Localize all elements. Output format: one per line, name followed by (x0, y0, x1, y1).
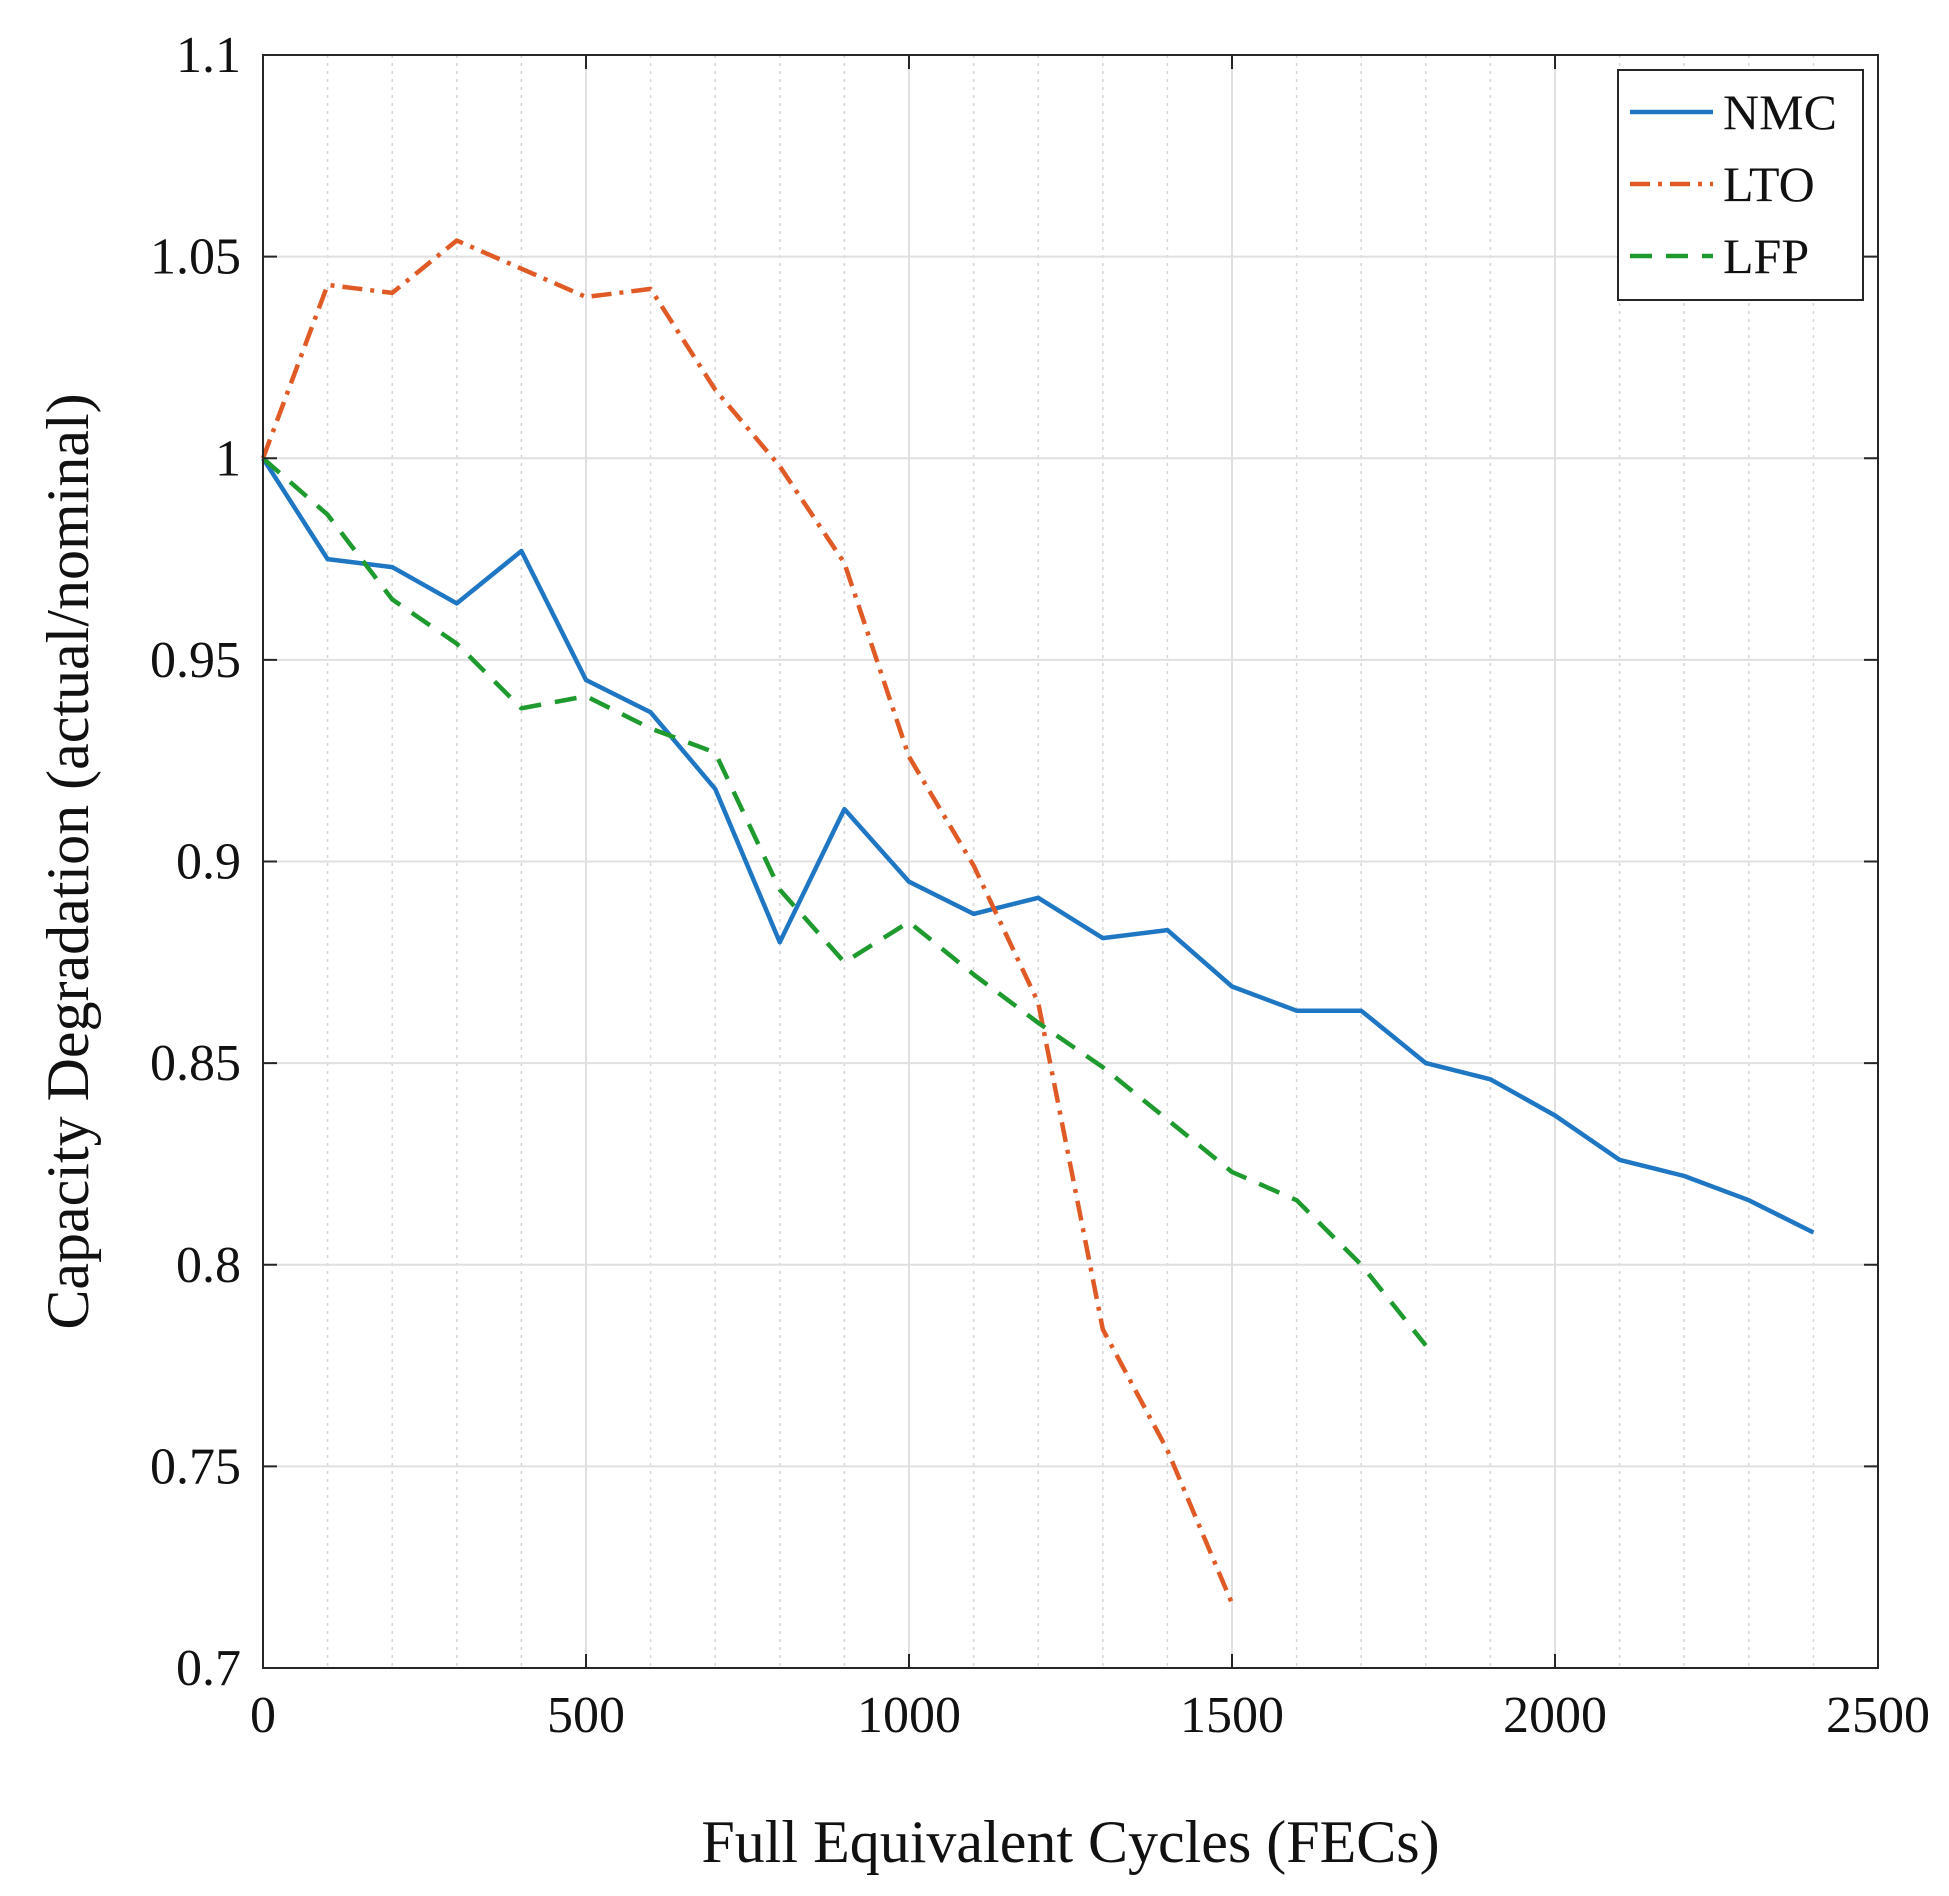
series-line-lfp (261, 456, 1428, 1347)
y-tick-label: 0.8 (176, 1237, 241, 1294)
legend-label-lfp: LFP (1723, 228, 1809, 284)
x-tick-label: 1000 (857, 1687, 961, 1744)
y-tick-labels: 0.7 0.75 0.8 0.85 0.9 0.95 1 1.05 1.1 (150, 27, 241, 1697)
ticks-layer (262, 54, 1879, 1669)
x-tick-label: 1500 (1180, 1687, 1284, 1744)
y-tick-label: 1.1 (176, 27, 241, 84)
series-line-nmc (261, 457, 1815, 1235)
x-tick-labels: 0 500 1000 1500 2000 2500 (250, 1687, 1930, 1744)
x-tick-label: 2500 (1826, 1687, 1930, 1744)
series-layer (260, 238, 1815, 1605)
y-axis-label: Capacity Degradation (actual/nominal) (35, 393, 101, 1329)
y-tick-label: 0.7 (176, 1640, 241, 1697)
y-tick-label: 1.05 (150, 229, 241, 286)
x-tick-label: 2000 (1503, 1687, 1607, 1744)
y-tick-label: 0.85 (150, 1035, 241, 1092)
y-tick-label: 0.75 (150, 1438, 241, 1495)
major-grid (263, 55, 1878, 1668)
y-tick-label: 0.9 (176, 834, 241, 891)
legend-label-nmc: NMC (1723, 84, 1837, 140)
x-tick-label: 500 (547, 1687, 625, 1744)
y-tick-label: 0.95 (150, 632, 241, 689)
legend: NMC LTO LFP (1617, 69, 1864, 301)
series-line-lto (260, 238, 1235, 1605)
x-tick-label: 0 (250, 1687, 276, 1744)
legend-label-lto: LTO (1723, 156, 1815, 212)
x-axis-label: Full Equivalent Cycles (FECs) (701, 1809, 1439, 1875)
y-tick-label: 1 (215, 430, 241, 487)
minor-grid (326, 55, 1815, 1668)
